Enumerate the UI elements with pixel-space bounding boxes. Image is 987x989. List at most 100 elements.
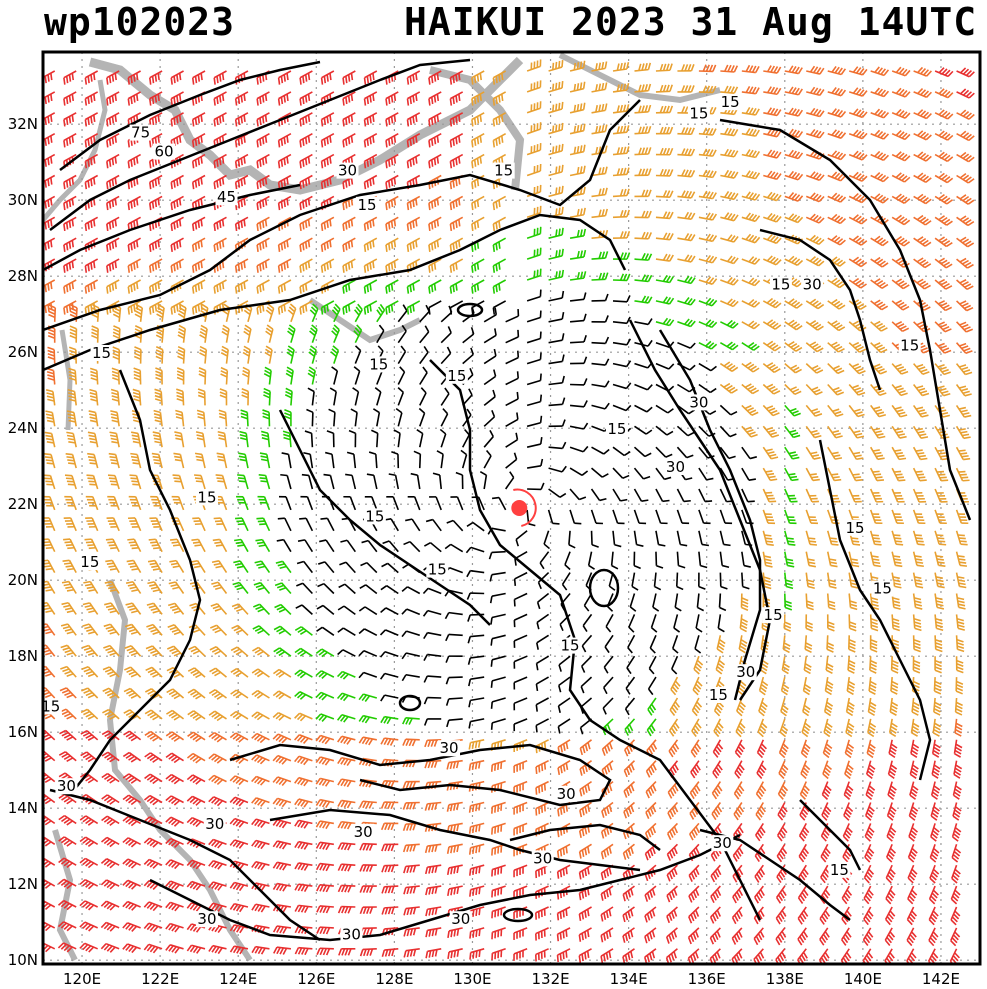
wind-barb: [934, 300, 953, 312]
wind-barb: [634, 252, 653, 261]
wind-barb: [465, 546, 485, 554]
wind-barb: [146, 623, 163, 636]
wind-barb: [337, 842, 356, 851]
wind-barb: [491, 801, 506, 814]
wind-barb: [806, 65, 825, 75]
wind-barb: [870, 404, 887, 418]
wind-barb: [143, 794, 163, 806]
wind-barb: [698, 254, 718, 264]
wind-barb: [316, 947, 334, 956]
wind-barb: [688, 864, 700, 882]
wind-barb: [273, 625, 292, 636]
wind-barb: [827, 363, 845, 375]
wind-barb: [645, 781, 657, 799]
wind-barb: [676, 446, 694, 459]
wind-barb: [526, 247, 542, 260]
wind-barb: [952, 802, 962, 821]
wind-barb: [667, 801, 679, 820]
wind-barb: [461, 429, 470, 448]
wind-barb: [650, 614, 658, 633]
lon-tick-label: 132E: [531, 970, 569, 988]
wind-barb: [848, 635, 856, 653]
wind-barb: [315, 798, 335, 808]
wind-barb: [191, 174, 206, 190]
wind-barb: [315, 648, 335, 658]
isotach-15-east: [818, 439, 932, 781]
wind-barb: [330, 345, 340, 364]
wind-barb: [272, 925, 292, 934]
wind-barb: [294, 755, 313, 766]
wind-barb: [677, 190, 696, 199]
wind-barb: [655, 147, 674, 156]
wind-barb: [353, 324, 363, 344]
wind-barb: [844, 739, 855, 759]
wind-barb: [337, 735, 356, 745]
wind-barb: [446, 759, 463, 770]
wind-barb: [471, 132, 485, 148]
wind-barb: [379, 629, 399, 637]
wind-barb: [449, 195, 464, 211]
wind-barb: [884, 927, 896, 947]
wind-barb: [526, 394, 543, 407]
wind-barb: [102, 687, 120, 699]
wind-barb: [106, 258, 120, 273]
isotach-30-small2: [502, 907, 534, 923]
wind-barb: [208, 710, 227, 722]
wind-barb: [548, 60, 564, 72]
wind-barb: [578, 864, 592, 880]
lat-tick-label: 30N: [8, 191, 38, 209]
wind-barb: [256, 112, 270, 127]
wind-barb: [252, 603, 271, 615]
wind-barb: [492, 70, 507, 85]
wind-barb: [715, 655, 726, 675]
wind-barb: [556, 906, 571, 921]
wind-barb: [628, 614, 636, 633]
wind-barb: [238, 452, 249, 469]
wind-barb: [908, 802, 919, 821]
wind-barb: [343, 495, 357, 511]
wind-barb: [805, 509, 818, 525]
wind-barb: [444, 543, 464, 553]
wind-barb: [129, 474, 142, 490]
wind-barb: [590, 530, 599, 548]
contour-label-bg: [78, 554, 101, 570]
wind-barb: [514, 551, 528, 566]
wind-barb: [217, 430, 228, 448]
wind-barb: [956, 88, 975, 99]
lat-tick-label: 18N: [8, 647, 38, 665]
wind-barb: [513, 801, 528, 815]
wind-barb: [805, 572, 815, 589]
wind-barb: [956, 257, 974, 269]
wind-barb: [569, 400, 588, 408]
wind-barb: [784, 149, 804, 160]
wind-barb: [170, 237, 184, 252]
wind-barb: [490, 697, 506, 709]
wind-barb: [602, 697, 614, 715]
wind-barb: [230, 689, 249, 699]
wind-barb: [933, 697, 942, 716]
wind-barb: [320, 517, 335, 532]
wind-barb: [100, 900, 120, 911]
wind-barb: [133, 346, 142, 364]
wind-barb: [848, 277, 867, 289]
wind-barb: [955, 635, 965, 653]
wind-barb: [63, 174, 77, 190]
wind-barb: [848, 467, 863, 482]
wind-barb: [445, 633, 463, 642]
wind-barb: [623, 801, 636, 819]
wind-barb: [59, 708, 77, 720]
wind-barb: [492, 279, 507, 294]
wind-barb: [43, 878, 56, 889]
contour-label-bg: [363, 508, 386, 525]
wind-barb: [337, 863, 356, 872]
wind-barb: [612, 530, 622, 548]
wind-barb: [127, 517, 142, 532]
wind-barb: [166, 645, 185, 657]
wind-barb: [299, 70, 313, 85]
wind-barb: [548, 488, 567, 498]
wind-barb: [152, 431, 163, 448]
wind-barb: [623, 760, 636, 778]
wind-barb: [652, 593, 660, 612]
wind-barb: [127, 538, 142, 553]
